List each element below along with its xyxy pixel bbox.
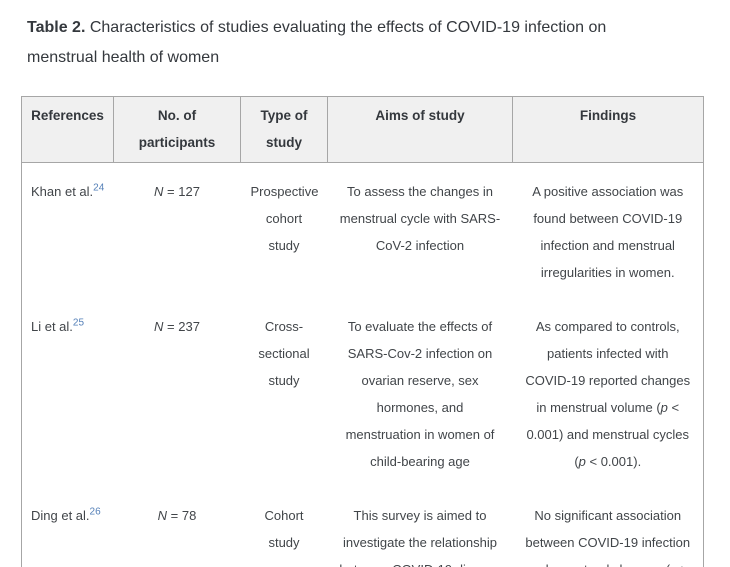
text-part: p <box>660 400 668 415</box>
cell-reference: Li et al.25 <box>22 298 114 487</box>
citation-superscript[interactable]: 25 <box>72 317 85 329</box>
reference-text: Ding et al. <box>31 508 90 523</box>
studies-table: References No. of participants Type of s… <box>21 96 704 567</box>
text-part: > 0.05). <box>591 562 689 567</box>
reference-text: Li et al. <box>31 319 73 334</box>
column-header-participants: No. of participants <box>113 96 241 163</box>
column-header-findings: Findings <box>512 96 704 163</box>
table-caption: Table 2. Characteristics of studies eval… <box>27 13 679 73</box>
citation-superscript[interactable]: 26 <box>89 506 101 518</box>
column-header-type-of-study: Type of study <box>240 96 328 163</box>
text-part: As compared to controls, patients infect… <box>525 319 691 415</box>
cell-participants: N = 127 <box>114 163 241 299</box>
cell-findings: A positive association was found between… <box>513 163 704 299</box>
column-header-aims: Aims of study <box>327 96 513 163</box>
text-part: A positive association was found between… <box>532 184 684 280</box>
text-part: No significant association between COVID… <box>525 508 691 567</box>
text-part: N <box>154 319 164 334</box>
text-part: p <box>578 454 586 469</box>
cell-type-of-study: Cohort study <box>264 508 304 550</box>
citation-link[interactable]: 25 <box>72 317 85 334</box>
text-part: < 0.001) and menstrual cycles ( <box>526 400 690 469</box>
text-part: = 237 <box>163 319 200 334</box>
text-part: = 78 <box>167 508 197 523</box>
table-row: Ding et al.26 N = 78 Cohort study This s… <box>22 487 704 567</box>
table-caption-text: Characteristics of studies evaluating th… <box>27 19 607 66</box>
column-header-references: References <box>21 96 114 163</box>
citation-link[interactable]: 26 <box>89 506 101 523</box>
reference-text: Khan et al. <box>31 184 94 199</box>
table-row: Khan et al.24 N = 127 Prospective cohort… <box>22 163 704 299</box>
cell-participants: N = 78 <box>114 487 241 567</box>
text-part: < 0.001). <box>585 454 642 469</box>
cell-participants: N = 237 <box>114 298 241 487</box>
text-part: p <box>670 562 677 567</box>
text-part: N <box>154 184 164 199</box>
text-part: = 127 <box>163 184 200 199</box>
cell-findings: As compared to controls, patients infect… <box>513 298 704 487</box>
cell-type-of-study: Prospective cohort study <box>250 184 319 253</box>
citation-link[interactable]: 24 <box>93 182 105 199</box>
cell-aims: To evaluate the effects of SARS-Cov-2 in… <box>345 319 495 469</box>
cell-aims: This survey is aimed to investigate the … <box>339 508 500 567</box>
cell-findings: No significant association between COVID… <box>513 487 704 567</box>
cell-reference: Khan et al.24 <box>22 163 114 299</box>
table-row: Li et al.25 N = 237 Cross-sectional stud… <box>22 298 704 487</box>
text-part: N <box>157 508 168 523</box>
citation-superscript[interactable]: 24 <box>93 182 105 194</box>
cell-aims: To assess the changes in menstrual cycle… <box>339 184 501 253</box>
table-header-row: References No. of participants Type of s… <box>21 96 704 163</box>
cell-type-of-study: Cross-sectional study <box>258 319 310 388</box>
table-caption-number: Table 2. <box>27 19 86 36</box>
cell-reference: Ding et al.26 <box>22 487 114 567</box>
